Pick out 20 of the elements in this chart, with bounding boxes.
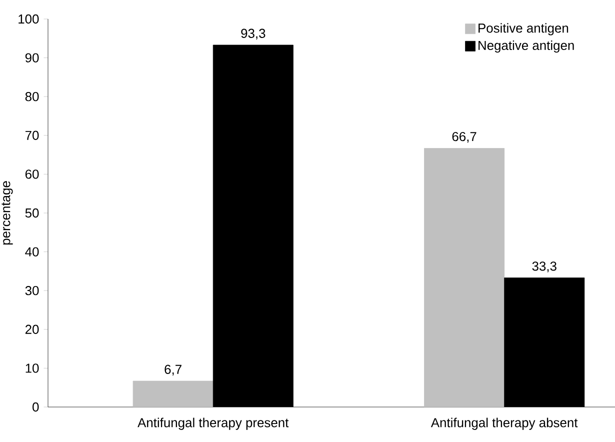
data-label: 6,7 [164, 364, 182, 376]
y-tick-label: 50 [25, 208, 39, 218]
legend-label: Positive antigen [478, 23, 568, 36]
y-axis-title: percentage [2, 181, 13, 245]
y-tick-label: 0 [32, 402, 39, 412]
data-label: 66,7 [452, 132, 476, 143]
y-tick-label: 70 [25, 130, 39, 140]
y-tick-label: 90 [25, 53, 39, 62]
y-tick-label: 60 [25, 170, 39, 179]
y-tick-label: 100 [18, 14, 39, 24]
y-tick-label: 30 [25, 286, 39, 296]
legend-label: Negative antigen [478, 40, 574, 53]
x-tick-label: Antifungal therapy absent [430, 418, 578, 430]
x-tick-label: Antifungal therapy present [138, 418, 289, 430]
data-label: 33,3 [532, 262, 556, 272]
y-tick-label: 10 [26, 364, 39, 373]
y-tick-label: 20 [25, 324, 39, 334]
y-tick-label: 40 [25, 247, 39, 256]
y-tick-label: 80 [25, 92, 39, 102]
data-label: 93,3 [241, 28, 266, 40]
